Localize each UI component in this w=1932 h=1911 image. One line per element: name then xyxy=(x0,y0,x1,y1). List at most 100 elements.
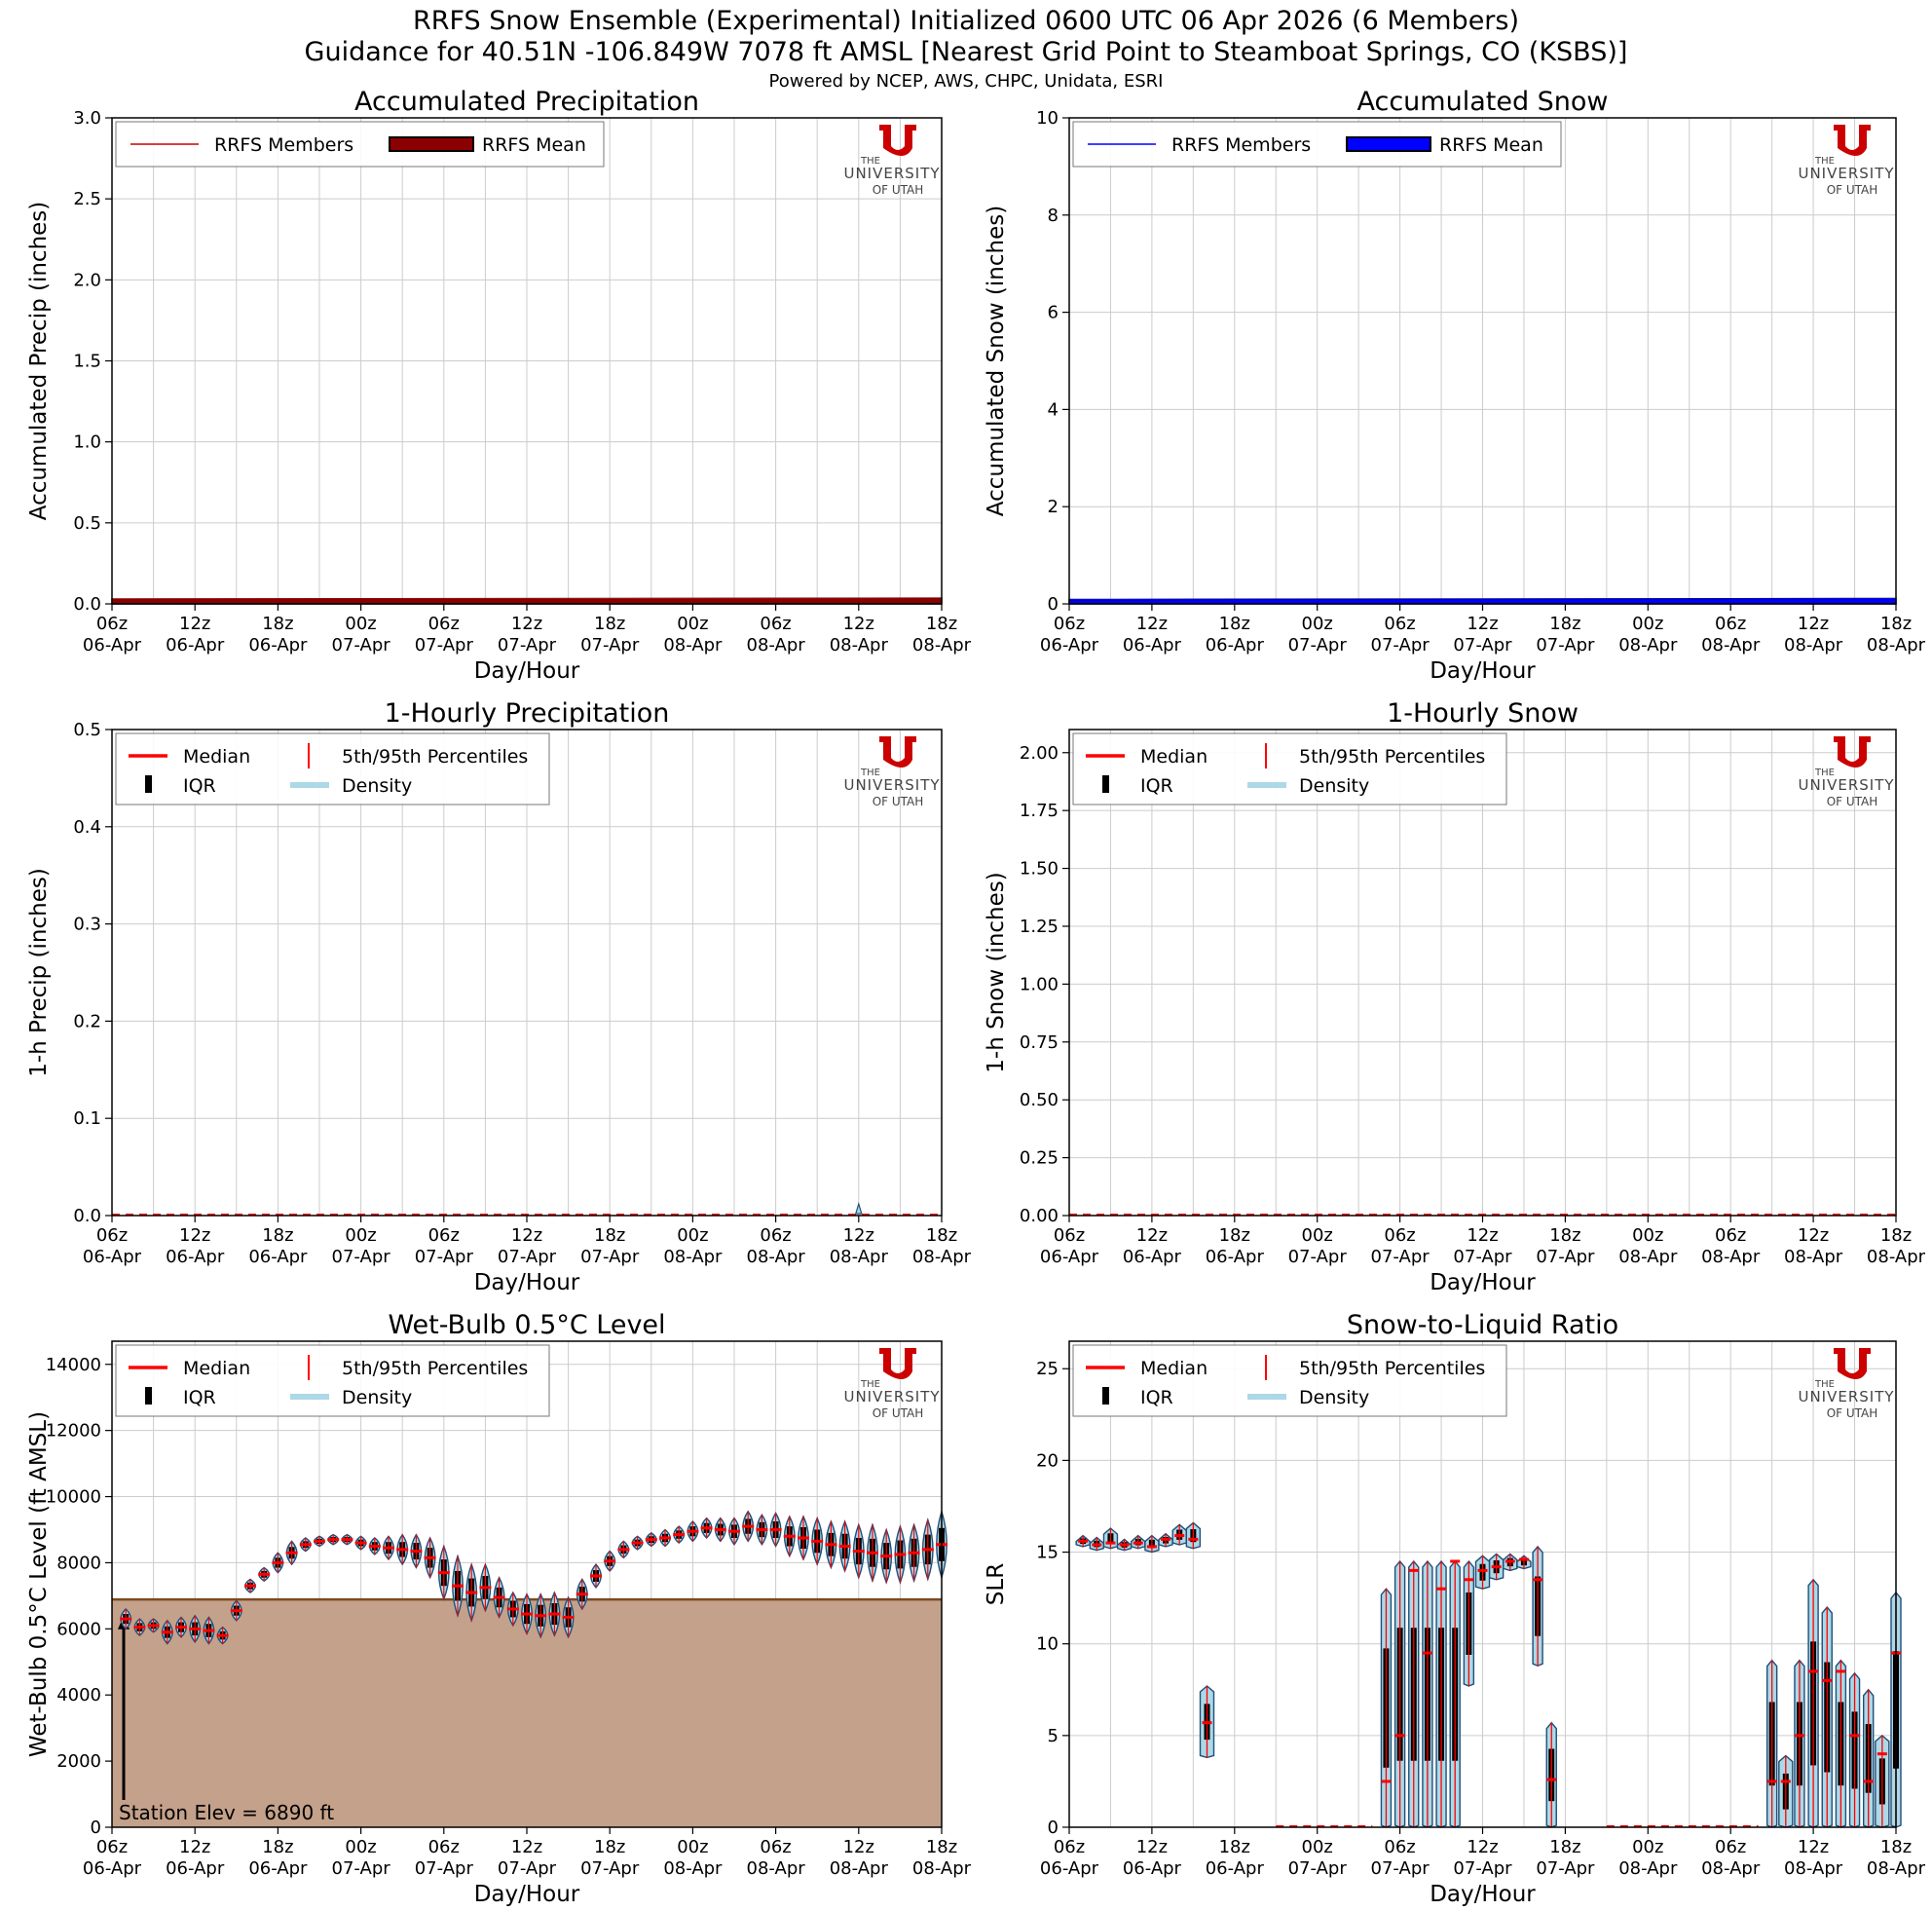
legend-swatch-mean xyxy=(389,136,474,152)
logo-text-the: THE xyxy=(1814,1379,1835,1390)
x-tick-label: 06-Apr xyxy=(166,1858,225,1879)
x-tick-label: 06-Apr xyxy=(1206,1858,1265,1879)
y-tick-label: 8000 xyxy=(56,1553,101,1573)
logo-text-university: UNIVERSITY xyxy=(843,776,940,794)
x-tick-label: 06z xyxy=(1384,1225,1415,1246)
logo-text-university: UNIVERSITY xyxy=(1798,1388,1894,1405)
figure-title: RRFS Snow Ensemble (Experimental) Initia… xyxy=(412,6,1520,36)
x-tick-label: 12z xyxy=(843,1225,874,1246)
x-tick-label: 07-Apr xyxy=(332,635,391,656)
logo-text-the: THE xyxy=(1814,768,1835,778)
legend-swatch-iqr xyxy=(1102,1387,1109,1405)
legend-swatch-mean xyxy=(1346,136,1431,152)
x-tick-label: 07-Apr xyxy=(1536,1247,1595,1267)
y-tick-label: 1.5 xyxy=(73,352,101,372)
x-tick-label: 12z xyxy=(179,1837,210,1857)
chart-title: Snow-to-Liquid Ratio xyxy=(1347,1310,1618,1340)
x-tick-label: 18z xyxy=(1549,1837,1580,1857)
utah-u-icon xyxy=(879,1348,916,1379)
x-tick-label: 07-Apr xyxy=(332,1858,391,1879)
x-tick-label: 06z xyxy=(1715,1225,1746,1246)
legend-label-mean: RRFS Mean xyxy=(482,134,586,156)
x-tick-label: 06z xyxy=(1054,614,1085,634)
x-tick-label: 08-Apr xyxy=(912,635,972,656)
x-tick-label: 12z xyxy=(1467,1837,1498,1857)
x-tick-label: 18z xyxy=(926,1837,957,1857)
legend-label-median: Median xyxy=(183,746,250,768)
y-tick-label: 0.3 xyxy=(73,915,101,935)
x-tick-label: 06z xyxy=(760,614,791,634)
x-tick-label: 06z xyxy=(428,1837,460,1857)
legend-label-density: Density xyxy=(342,775,412,797)
x-tick-label: 12z xyxy=(1136,1837,1168,1857)
chart-title: Accumulated Snow xyxy=(1356,87,1608,117)
x-tick-label: 06-Apr xyxy=(166,635,225,656)
logo-text-the: THE xyxy=(1814,156,1835,167)
x-tick-label: 12z xyxy=(179,1225,210,1246)
x-tick-label: 07-Apr xyxy=(415,1247,474,1267)
x-tick-label: 07-Apr xyxy=(1371,635,1430,656)
y-tick-label: 5 xyxy=(1048,1726,1059,1746)
y-tick-label: 1.75 xyxy=(1020,801,1059,821)
x-tick-label: 18z xyxy=(594,1837,625,1857)
x-tick-label: 07-Apr xyxy=(1371,1858,1430,1879)
x-tick-label: 06-Apr xyxy=(1123,1858,1182,1879)
x-tick-label: 07-Apr xyxy=(580,1247,640,1267)
legend-label-mean: RRFS Mean xyxy=(1439,134,1543,156)
x-tick-label: 08-Apr xyxy=(1701,1858,1761,1879)
legend-label-percentiles: 5th/95th Percentiles xyxy=(1299,746,1485,768)
x-tick-label: 07-Apr xyxy=(1453,1247,1512,1267)
x-tick-label: 07-Apr xyxy=(415,635,474,656)
legend-label-iqr: IQR xyxy=(183,775,216,797)
y-tick-label: 4000 xyxy=(56,1685,101,1705)
x-tick-label: 06z xyxy=(1715,1837,1746,1857)
x-tick-label: 12z xyxy=(1136,1225,1168,1246)
x-tick-label: 00z xyxy=(677,1837,708,1857)
x-tick-label: 12z xyxy=(511,614,542,634)
y-tick-label: 1.50 xyxy=(1020,859,1059,880)
chart-panel-5: Wet-Bulb 0.5°C Level 0 2000 4000 6000 8000 100… xyxy=(26,1310,972,1907)
x-tick-label: 06z xyxy=(96,614,128,634)
legend-swatch-iqr xyxy=(1102,775,1109,793)
y-tick-label: 0.0 xyxy=(73,1206,101,1226)
legend-label-percentiles: 5th/95th Percentiles xyxy=(1299,1358,1485,1379)
legend-swatch-iqr xyxy=(145,775,152,793)
x-tick-label: 00z xyxy=(1302,1225,1333,1246)
chart-panel-4: 1-Hourly Snow 0.00 0.25 0.50 0.75 1.00 1.25 1.5… xyxy=(984,698,1926,1295)
x-tick-label: 08-Apr xyxy=(1867,1247,1926,1267)
x-tick-label: 08-Apr xyxy=(747,1247,806,1267)
legend-label-members: RRFS Members xyxy=(214,134,353,156)
x-tick-label: 08-Apr xyxy=(912,1858,972,1879)
y-tick-label: 15 xyxy=(1036,1543,1059,1563)
axes-frame xyxy=(111,117,943,605)
x-tick-label: 12z xyxy=(1467,614,1498,634)
x-tick-label: 06-Apr xyxy=(83,1247,142,1267)
x-tick-label: 12z xyxy=(179,614,210,634)
y-tick-label: 0 xyxy=(1048,1817,1059,1838)
logo-text-university: UNIVERSITY xyxy=(1798,776,1894,794)
x-tick-label: 06z xyxy=(428,1225,460,1246)
y-tick-label: 0.75 xyxy=(1020,1032,1059,1053)
x-axis-label: Day/Hour xyxy=(474,1882,580,1907)
x-axis-label: Day/Hour xyxy=(1430,1882,1536,1907)
y-tick-label: 20 xyxy=(1036,1450,1059,1471)
x-tick-label: 08-Apr xyxy=(1784,1858,1843,1879)
x-tick-label: 06-Apr xyxy=(83,635,142,656)
y-tick-label: 10000 xyxy=(46,1487,101,1508)
x-tick-label: 06z xyxy=(96,1837,128,1857)
legend-box xyxy=(115,732,550,806)
x-tick-label: 00z xyxy=(345,1837,376,1857)
x-tick-label: 18z xyxy=(262,1837,293,1857)
x-tick-label: 18z xyxy=(1880,1225,1912,1246)
x-tick-label: 07-Apr xyxy=(1371,1247,1430,1267)
y-axis-label: Accumulated Precip (inches) xyxy=(26,202,52,521)
x-tick-label: 08-Apr xyxy=(830,635,889,656)
x-tick-label: 12z xyxy=(1467,1225,1498,1246)
member-line xyxy=(111,597,943,600)
y-tick-label: 0.25 xyxy=(1020,1148,1059,1169)
x-tick-label: 08-Apr xyxy=(1618,1858,1678,1879)
